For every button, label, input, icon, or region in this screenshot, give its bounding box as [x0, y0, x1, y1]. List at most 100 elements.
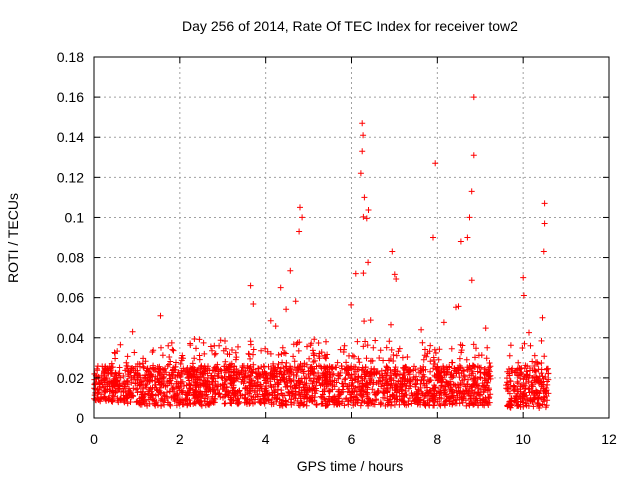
data-point [351, 363, 357, 370]
data-point [161, 371, 168, 378]
data-point [247, 400, 254, 406]
data-point [504, 402, 511, 409]
data-point [506, 398, 513, 405]
data-point [290, 377, 297, 384]
data-point [261, 392, 268, 399]
data-point [227, 361, 233, 368]
data-point [261, 400, 268, 407]
data-point [401, 392, 408, 399]
data-point [387, 370, 394, 376]
data-point [235, 343, 241, 350]
data-point [265, 396, 272, 403]
data-point [311, 375, 318, 382]
data-point [306, 375, 313, 382]
data-point [222, 338, 228, 344]
data-point [288, 366, 295, 373]
data-point [426, 397, 433, 404]
data-point [470, 94, 477, 101]
data-point [311, 394, 318, 401]
data-point [356, 359, 363, 366]
data-point [303, 391, 310, 398]
data-point [427, 368, 434, 375]
data-point [101, 369, 108, 376]
data-point [191, 336, 198, 342]
data-point [223, 376, 230, 383]
data-point [304, 343, 310, 350]
data-point [472, 354, 478, 361]
data-point [521, 340, 528, 347]
data-point [236, 387, 243, 394]
data-point [242, 370, 249, 376]
data-point [115, 383, 122, 390]
data-point [523, 372, 530, 379]
data-point [297, 204, 303, 211]
data-point [376, 355, 383, 361]
data-point [283, 376, 290, 383]
data-point [535, 380, 542, 386]
data-point [290, 371, 297, 378]
data-point [474, 368, 481, 375]
data-point [207, 343, 214, 350]
data-point [170, 347, 177, 354]
data-point [274, 386, 281, 393]
data-point [506, 390, 513, 397]
data-point [209, 347, 215, 354]
data-point [121, 399, 128, 406]
data-point [402, 364, 408, 371]
data-point [277, 284, 284, 291]
data-point [267, 376, 274, 382]
data-point [442, 386, 449, 393]
data-point [382, 402, 389, 409]
data-point [367, 397, 374, 404]
data-point [390, 358, 397, 364]
data-point [123, 378, 130, 385]
data-point [455, 364, 461, 371]
data-point [137, 388, 144, 395]
data-point [391, 387, 398, 394]
y-tick-label: 0.08 [57, 250, 84, 266]
data-point [95, 389, 102, 396]
data-point [426, 378, 433, 385]
data-point [532, 359, 539, 366]
data-point [341, 376, 348, 383]
data-point [109, 364, 116, 371]
data-point [530, 396, 537, 403]
data-point [458, 347, 465, 354]
data-point [282, 383, 289, 390]
data-point [521, 389, 528, 396]
data-point [519, 395, 526, 402]
data-point [354, 396, 360, 403]
data-point [459, 399, 466, 406]
data-point [419, 373, 426, 380]
data-point [462, 397, 469, 404]
data-point [343, 359, 350, 366]
data-point [92, 386, 99, 393]
data-point [191, 371, 198, 378]
data-point [437, 402, 444, 409]
data-point [180, 365, 187, 372]
data-point [224, 365, 231, 372]
data-point [528, 379, 535, 386]
data-point [435, 374, 442, 381]
data-point [446, 400, 453, 407]
data-point [348, 389, 355, 396]
data-point [451, 381, 458, 388]
data-point [229, 398, 235, 404]
data-point [350, 397, 356, 404]
data-point [466, 214, 473, 221]
data-point [138, 394, 145, 401]
data-point [307, 367, 314, 374]
data-point [214, 366, 221, 373]
data-point [307, 395, 314, 402]
data-point [468, 188, 475, 195]
data-point [450, 372, 457, 379]
y-tick-label: 0 [76, 410, 84, 426]
data-point [185, 375, 192, 382]
data-point [329, 365, 336, 372]
data-point [420, 380, 427, 387]
data-point [381, 390, 388, 397]
data-point [405, 398, 412, 405]
data-point [161, 401, 168, 408]
data-point [341, 342, 348, 349]
data-point [355, 355, 362, 362]
